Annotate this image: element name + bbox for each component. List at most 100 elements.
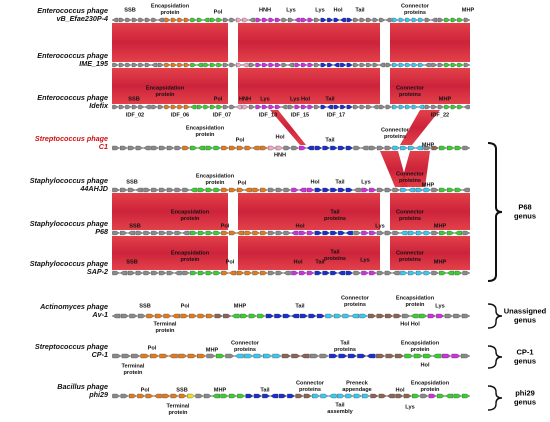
gene-arrow — [402, 313, 411, 319]
gene-arrow — [236, 62, 242, 68]
gene-arrow — [166, 145, 175, 151]
gene-arrow — [177, 17, 184, 23]
gene-annotation: appendage — [342, 387, 372, 393]
gene-arrow — [366, 353, 376, 359]
gene-arrow — [403, 393, 412, 399]
gene-arrow — [129, 313, 138, 319]
gene-annotation: Tail — [325, 96, 335, 102]
synteny-band — [400, 110, 440, 145]
gene-annotation: Tail — [295, 303, 305, 309]
gene-annotation: Connector — [401, 3, 430, 9]
gene-arrow — [196, 62, 203, 68]
genome-id: vB_Efae230P-4 — [56, 14, 108, 23]
gene-annotation: MHP — [434, 259, 447, 265]
gene-arrow — [392, 230, 400, 236]
gene-arrow — [347, 353, 357, 359]
gene-arrow — [112, 353, 122, 359]
gene-arrow — [135, 230, 143, 236]
gene-arrow — [361, 145, 369, 151]
synteny-band — [112, 68, 228, 104]
gene-arrow — [431, 17, 438, 23]
gene-arrow — [431, 62, 438, 68]
gene-arrow — [395, 393, 404, 399]
gene-arrow — [197, 353, 206, 359]
gene-arrow — [405, 104, 412, 110]
gene-arrow — [265, 313, 274, 319]
gene-arrow — [384, 187, 392, 193]
gene-arrow — [143, 230, 151, 236]
gene-arrow — [275, 230, 283, 236]
gene-arrow — [138, 17, 145, 23]
gene-arrow — [223, 62, 229, 68]
gene-arrow — [121, 353, 131, 359]
gene-annotation: Hol — [420, 362, 429, 368]
gene-arrow — [168, 353, 178, 359]
gene-arrow — [252, 270, 260, 276]
gene-annotation: Encapsidation — [171, 250, 210, 256]
gene-arrow — [182, 187, 190, 193]
gene-arrow — [213, 270, 221, 276]
gene-arrow — [197, 270, 206, 276]
gene-arrow — [361, 230, 369, 236]
gene-annotation: Pol — [181, 303, 190, 309]
gene-arrow — [432, 353, 442, 359]
gene-annotation: SSB — [139, 303, 151, 309]
gene-arrow — [151, 145, 159, 151]
gene-arrow — [190, 104, 197, 110]
gene-arrow — [301, 17, 308, 23]
gene-arrow — [319, 353, 329, 359]
gene-arrow — [216, 62, 223, 68]
gene-arrow — [275, 187, 283, 193]
gene-arrow — [127, 187, 136, 193]
gene-arrow — [392, 17, 399, 23]
gene-annotation: Tail — [355, 7, 365, 13]
gene-arrow — [385, 17, 392, 23]
gene-arrow — [223, 104, 229, 110]
gene-arrow — [461, 313, 470, 319]
gene-arrow — [283, 145, 291, 151]
gene-annotation: Lys — [361, 179, 370, 185]
gene-arrow — [164, 104, 171, 110]
gene-arrow — [252, 145, 260, 151]
gene-annotation: protein — [181, 257, 201, 263]
gene-arrow — [444, 104, 451, 110]
gene-annotation: protein — [161, 10, 181, 16]
gene-arrow — [359, 313, 368, 319]
gene-arrow — [330, 230, 338, 236]
gene-annotation: IDF_17 — [327, 112, 345, 118]
gene-arrow — [450, 104, 457, 110]
gene-arrow — [143, 270, 151, 276]
gene-arrow — [386, 393, 395, 399]
gene-arrow — [340, 17, 346, 23]
gene-annotation: HNH — [274, 152, 286, 158]
gene-arrow — [418, 62, 425, 68]
gene-arrow — [328, 393, 337, 399]
gene-arrow — [283, 187, 291, 193]
gene-annotation: Tail — [260, 387, 270, 393]
gene-arrow — [340, 104, 347, 110]
gene-arrow — [454, 270, 462, 276]
gene-annotation: proteins — [384, 134, 406, 140]
gene-arrow — [392, 145, 400, 151]
gene-arrow — [444, 62, 451, 68]
gene-annotation: Preneck — [346, 380, 369, 386]
gene-arrow — [404, 353, 414, 359]
gene-arrow — [157, 62, 164, 68]
gene-arrow — [288, 104, 295, 110]
gene-annotation: SSB — [128, 96, 140, 102]
gene-arrow — [203, 393, 212, 399]
gene-arrow — [112, 270, 120, 276]
gene-arrow — [411, 17, 418, 23]
gene-arrow — [437, 17, 444, 23]
gene-annotation: Tail — [315, 259, 325, 265]
genome-name: Streptococcus phage — [35, 342, 108, 351]
gene-arrow — [262, 62, 268, 68]
gene-arrow — [195, 393, 204, 399]
gene-annotation: Pol — [214, 9, 223, 15]
gene-arrow — [166, 270, 175, 276]
gene-arrow — [157, 104, 164, 110]
gene-arrow — [221, 145, 229, 151]
gene-arrow — [249, 62, 255, 68]
gene-annotation: Hol Hol — [400, 321, 420, 327]
gene-arrow — [274, 313, 283, 319]
